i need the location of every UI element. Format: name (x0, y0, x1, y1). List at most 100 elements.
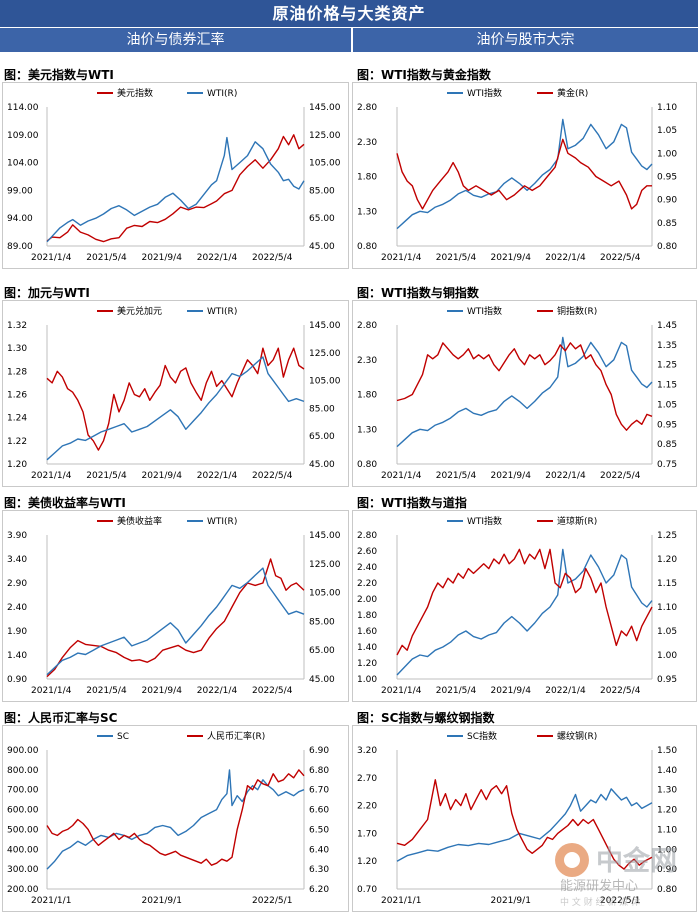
series-1-line (396, 788, 653, 862)
right-tick-label: 125.00 (309, 131, 341, 141)
chart-3-title: 图：加元与WTI (4, 286, 90, 300)
chart-7-plot: 900.00 800.00 700.00 600.00 500.00 400.00 300.… (7, 730, 329, 906)
x-tick-label: 2022/5/1 (600, 896, 640, 906)
left-tick-label: 2.00 (357, 595, 377, 605)
right-tick-label: 125.00 (309, 560, 341, 570)
x-tick-label: 2022/1/4 (545, 253, 586, 263)
left-tick-label: 1.30 (357, 425, 377, 435)
right-tick-label: 1.00 (657, 149, 677, 159)
right-tick-label: 145.00 (309, 103, 341, 113)
x-tick-label: 2021/9/4 (491, 686, 532, 696)
left-tick-label: 600.00 (7, 806, 39, 816)
chart-1-panel: 114.00 109.00 104.00 99.00 94.00 89.00 145.00 1… (2, 82, 349, 269)
watermark-brand: 中金网 (596, 845, 677, 877)
x-tick-label: 2022/1/4 (545, 471, 586, 481)
left-column-header: 油价与债券汇率 (0, 28, 351, 52)
right-tick-label: 1.15 (657, 579, 677, 589)
legend-label-1: SC (117, 732, 129, 742)
x-tick-label: 2021/9/4 (142, 471, 183, 481)
right-tick-label: 65.00 (309, 214, 335, 224)
right-tick-label: 1.30 (657, 786, 677, 796)
right-tick-label: 6.90 (309, 746, 329, 756)
chart-8-panel: 3.20 2.70 2.20 1.70 1.20 0.70 1.50 1.40 1.30 1.20… (352, 725, 697, 912)
legend-label-1: WTI指数 (467, 515, 502, 527)
x-tick-label: 2021/5/4 (436, 471, 477, 481)
left-tick-label: 1.40 (357, 643, 377, 653)
chart-2-title: 图：WTI指数与黄金指数 (357, 68, 491, 82)
right-tick-label: 6.20 (309, 885, 329, 895)
right-tick-label: 45.00 (309, 675, 335, 685)
x-tick-label: 2021/1/1 (31, 896, 71, 906)
legend-label-2: 螺纹钢(R) (557, 730, 597, 742)
legend-label-2: 铜指数(R) (557, 305, 597, 317)
series-2-line (46, 567, 305, 676)
x-tick-label: 2021/1/4 (381, 253, 422, 263)
left-tick-label: 2.70 (357, 774, 377, 784)
left-tick-label: 3.90 (7, 531, 27, 541)
chart-2-plot: 2.80 2.30 1.80 1.30 0.80 1.10 1.05 1.00 0.95 0.90… (357, 87, 677, 263)
x-tick-label: 2021/5/4 (86, 253, 127, 263)
chart-5-panel: 3.90 3.40 2.90 2.40 1.90 1.40 0.90 145.00 125.00… (2, 510, 349, 702)
left-tick-label: 1.20 (357, 857, 377, 867)
right-tick-label: 0.85 (657, 219, 677, 229)
left-column-title: 油价与债券汇率 (126, 32, 225, 48)
right-tick-label: 0.80 (657, 242, 677, 252)
right-tick-label: 125.00 (309, 349, 341, 359)
right-tick-label: 105.00 (309, 589, 341, 599)
left-tick-label: 1.28 (7, 367, 27, 377)
right-tick-label: 105.00 (309, 377, 341, 387)
series-1-line (46, 558, 305, 678)
legend-label-1: 美债收益率 (117, 515, 162, 527)
left-tick-label: 1.24 (7, 414, 27, 424)
x-tick-label: 2022/5/4 (600, 253, 641, 263)
left-tick-label: 104.00 (7, 159, 39, 169)
right-tick-label: 0.75 (657, 460, 677, 470)
left-tick-label: 1.22 (7, 437, 27, 447)
x-tick-label: 2022/1/4 (197, 471, 238, 481)
chart-5-plot: 3.90 3.40 2.90 2.40 1.90 1.40 0.90 145.00 125.00… (7, 515, 341, 696)
right-tick-label: 0.90 (657, 865, 677, 875)
x-tick-label: 2021/1/4 (381, 471, 422, 481)
left-tick-label: 2.30 (357, 356, 377, 366)
x-tick-label: 2022/5/4 (600, 686, 641, 696)
right-tick-label: 1.45 (657, 321, 677, 331)
left-tick-label: 1.60 (357, 627, 377, 637)
x-tick-label: 2021/1/4 (31, 686, 72, 696)
chart-3-plot: 1.32 1.30 1.28 1.26 1.24 1.22 1.20 145.00 125.00… (7, 305, 341, 481)
right-tick-label: 1.15 (657, 381, 677, 391)
left-tick-label: 3.20 (357, 746, 377, 756)
left-tick-label: 1.20 (7, 460, 27, 470)
right-tick-label: 0.80 (657, 885, 677, 895)
legend-label-2: WTI(R) (207, 517, 237, 527)
legend-label-2: 黄金(R) (557, 87, 588, 99)
watermark-line1: 能源研发中心 (560, 878, 638, 894)
series-2-line (46, 356, 305, 461)
left-tick-label: 0.90 (7, 675, 27, 685)
chart-1-title: 图：美元指数与WTI (4, 68, 114, 82)
x-tick-label: 2021/1/4 (31, 471, 72, 481)
left-tick-label: 1.80 (357, 173, 377, 183)
right-tick-label: 1.05 (657, 627, 677, 637)
series-2-line (46, 136, 305, 243)
series-1-line (46, 134, 305, 243)
right-tick-label: 145.00 (309, 321, 341, 331)
left-tick-label: 1.30 (7, 344, 27, 354)
left-tick-label: 1.80 (357, 611, 377, 621)
right-tick-label: 0.95 (657, 675, 677, 685)
right-tick-label: 65.00 (309, 646, 335, 656)
left-tick-label: 1.32 (7, 321, 27, 331)
legend-label-2: WTI(R) (207, 89, 237, 99)
x-tick-label: 2021/5/4 (86, 686, 127, 696)
left-tick-label: 2.40 (357, 563, 377, 573)
watermark-graphic: 中金网 能源研发中心 中 文 财 经 新 媒 体 (555, 843, 677, 908)
left-tick-label: 2.20 (357, 579, 377, 589)
right-tick-label: 0.90 (657, 196, 677, 206)
x-tick-label: 2021/5/4 (436, 253, 477, 263)
series-2-line (396, 548, 653, 656)
left-tick-label: 900.00 (7, 746, 39, 756)
right-column-header: 油价与股市大宗 (353, 28, 698, 52)
chart-5-title: 图：美债收益率与WTI (4, 496, 126, 510)
chart-1-plot: 114.00 109.00 104.00 99.00 94.00 89.00 145.00 1… (7, 87, 341, 263)
left-tick-label: 2.80 (357, 531, 377, 541)
left-tick-label: 1.40 (7, 651, 27, 661)
